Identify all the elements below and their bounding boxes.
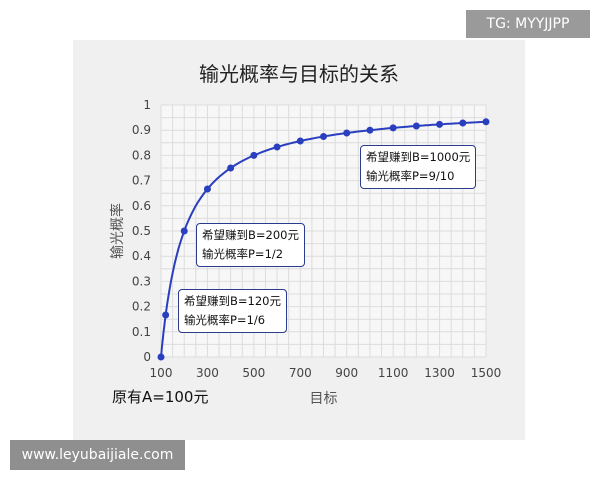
- data-point: [343, 129, 351, 137]
- watermark-bottom: www.leyubaijiale.com: [10, 440, 185, 470]
- y-tick-label: 0.2: [132, 300, 151, 314]
- data-point: [389, 124, 397, 132]
- data-point: [436, 120, 444, 128]
- data-point: [203, 185, 211, 193]
- x-tick-label: 1100: [378, 366, 409, 380]
- data-point: [366, 126, 374, 134]
- x-tick-label: 700: [289, 366, 312, 380]
- x-tick-label: 300: [196, 366, 219, 380]
- x-axis-label: 目标: [310, 391, 338, 407]
- annotation-2: 希望赚到B=200元 输光概率P=1/2: [196, 223, 305, 267]
- annotation-1: 希望赚到B=120元 输光概率P=1/6: [178, 289, 287, 333]
- data-point: [412, 122, 420, 130]
- y-tick-label: 1: [143, 98, 151, 112]
- annotation-line: 输光概率P=1/2: [202, 247, 284, 261]
- data-point: [180, 227, 188, 235]
- data-point: [320, 133, 327, 140]
- y-tick-label: 0.9: [132, 123, 151, 137]
- y-tick-label: 0.3: [132, 274, 151, 288]
- data-point: [162, 311, 170, 319]
- x-tick-label: 100: [150, 366, 173, 380]
- y-axis-label: 输光概率: [109, 203, 126, 259]
- annotation-3: 希望赚到B=1000元 输光概率P=9/10: [360, 145, 477, 189]
- data-point: [482, 118, 490, 126]
- y-tick-label: 0.5: [132, 224, 151, 238]
- annotation-line: 希望赚到B=1000元: [366, 150, 471, 164]
- annotation-line: 希望赚到B=200元: [202, 228, 299, 242]
- data-point: [157, 353, 165, 361]
- watermark-top: TG: MYYJJPP: [466, 10, 590, 38]
- data-point: [250, 151, 258, 159]
- annotation-line: 输光概率P=1/6: [184, 313, 266, 327]
- y-tick-label: 0.7: [132, 174, 151, 188]
- x-tick-label: 500: [242, 366, 265, 380]
- y-tick-label: 0.4: [132, 249, 151, 263]
- data-point: [296, 137, 304, 145]
- x-tick-label: 1500: [471, 366, 502, 380]
- footnote: 原有A=100元: [112, 388, 209, 406]
- y-tick-label: 0: [143, 350, 151, 364]
- y-tick-label: 0.1: [132, 325, 151, 339]
- data-point: [459, 119, 467, 127]
- chart-title: 输光概率与目标的关系: [199, 62, 399, 86]
- y-tick-label: 0.6: [132, 199, 151, 213]
- annotation-line: 希望赚到B=120元: [184, 294, 281, 308]
- y-tick-label: 0.8: [132, 148, 151, 162]
- x-tick-label: 1300: [424, 366, 455, 380]
- x-tick-label: 900: [335, 366, 358, 380]
- data-point: [227, 164, 235, 172]
- data-point: [273, 143, 281, 151]
- series-line: [160, 120, 487, 358]
- annotation-line: 输光概率P=9/10: [366, 169, 455, 183]
